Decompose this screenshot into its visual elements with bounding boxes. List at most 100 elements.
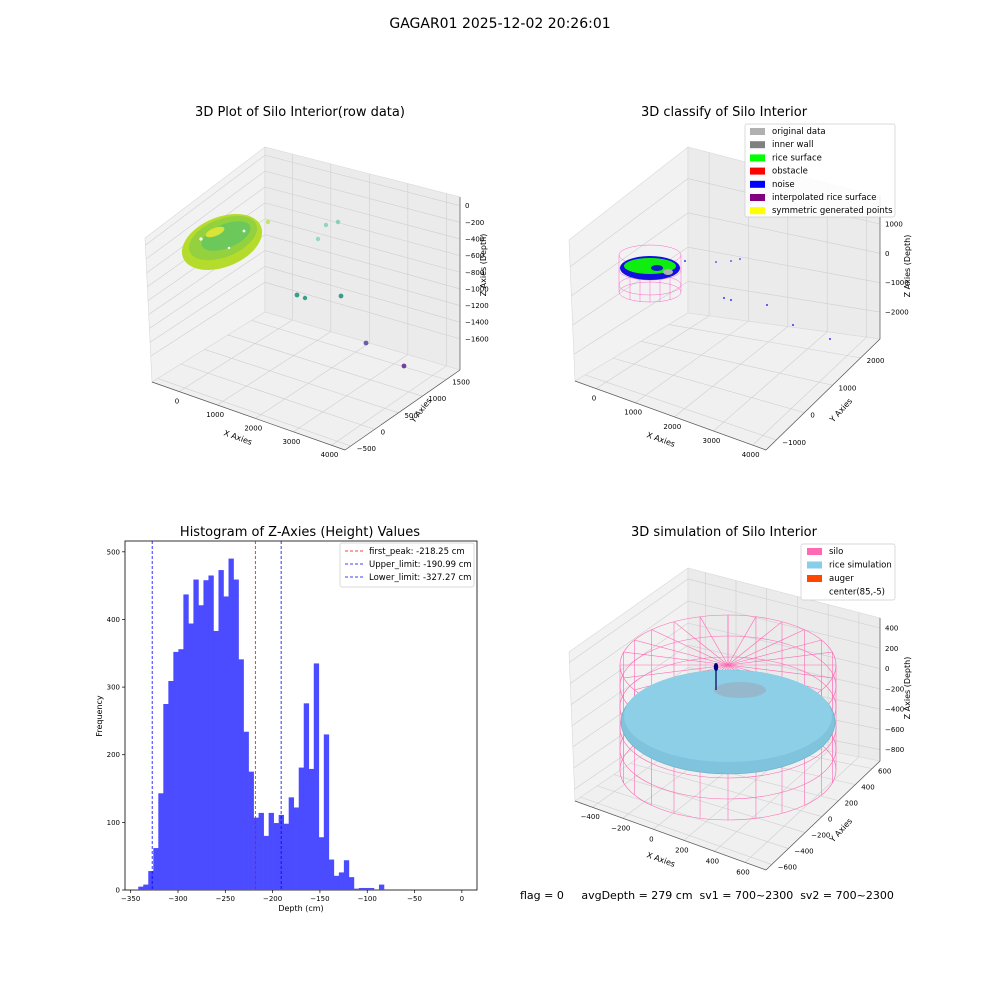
- panel4-legend: silo rice simulation auger center(85,-5): [800, 543, 896, 601]
- panel1-z-tick-label: −200: [465, 219, 484, 227]
- panel2-legend-swatch: [750, 207, 765, 215]
- panel4-z-label: Z Axies (Depth): [903, 657, 912, 720]
- panel2-x-tick-label: 2000: [663, 423, 681, 431]
- panel2-legend-label: inner wall: [772, 140, 813, 150]
- panel1-y-tick-label: 0: [381, 428, 385, 436]
- panel2-x-tick-label: 3000: [703, 437, 721, 445]
- panel2-y-label: Y Axies: [827, 397, 854, 425]
- panel2-z-label: Z Axies (Depth): [903, 235, 912, 298]
- panel2-obstacle-region: [651, 265, 663, 271]
- histogram-bar: [273, 823, 279, 890]
- panel3-legend-box: [339, 542, 475, 588]
- panel3-legend: first_peak: -218.25 cm Upper_limit: -190.…: [339, 542, 475, 588]
- panel4-y-tick-label: −200: [811, 832, 830, 840]
- panel1-z-label: Z Axies (Depth): [479, 234, 488, 297]
- panel2-y-tick-label: 0: [810, 412, 814, 420]
- histogram-bar: [208, 575, 214, 890]
- panel1-cloud-gap: [242, 229, 246, 233]
- panel1-ticks: 0 1000 2000 3000 4000 −500 0 500 1000 1500 0 −200 −4…: [175, 202, 489, 459]
- histogram-bar: [248, 771, 254, 890]
- panel2-z-tick-label: 1000: [885, 220, 903, 228]
- panel4-z-tick-label: 0: [885, 665, 889, 673]
- panel1-outlier-point: [302, 295, 308, 301]
- panel1-outlier-points: [265, 219, 407, 369]
- panel1-grid: [145, 154, 461, 447]
- histogram-bar: [313, 663, 320, 890]
- panel1-x-axis-line: [151, 381, 346, 451]
- panel2-rice-surface: [624, 258, 676, 274]
- histogram-bar: [263, 835, 269, 890]
- status-line: flag = 0 avgDepth = 279 cm sv1 = 700~230…: [520, 889, 894, 902]
- panel1-x-tick-label: 1000: [206, 411, 224, 419]
- panel1-x-tick-label: 3000: [282, 438, 300, 446]
- panel1-y-tick-label: 500: [404, 412, 417, 420]
- panel1-x-tick-label: 0: [175, 398, 179, 406]
- panel1-z-tick-label: −1200: [465, 302, 489, 310]
- panel2-title: 3D classify of Silo Interior: [641, 105, 808, 120]
- panel4-y-tick-label: 0: [828, 816, 832, 824]
- panel4-y-tick-label: 200: [845, 800, 858, 808]
- panel4-legend-swatch: [807, 575, 822, 582]
- panel3-y-label: Frequency: [95, 695, 104, 737]
- histogram-bar: [153, 848, 159, 890]
- histogram-y-tick-label: 0: [116, 887, 120, 895]
- panel3-x-label: Depth (cm): [278, 904, 323, 913]
- panel4-y-tick-label: −600: [778, 864, 797, 872]
- panel1-point-cloud: [181, 213, 263, 271]
- histogram-bar: [143, 884, 149, 890]
- panel4-x-tick-label: 400: [706, 857, 719, 865]
- panel2-legend-swatch: [750, 167, 765, 175]
- panel1-outlier-point: [315, 236, 321, 242]
- panel2-legend-label: interpolated rice surface: [772, 193, 877, 203]
- histogram-bar: [233, 579, 239, 890]
- histogram-bar: [213, 630, 219, 890]
- panel3-bars: [138, 558, 385, 890]
- panel1-z-tick-label: 0: [465, 202, 469, 210]
- histogram-bar: [173, 651, 179, 890]
- panel1-y-axis-line: [344, 369, 461, 451]
- panel-histogram: Histogram of Z-Axies (Height) Values −35…: [95, 525, 478, 913]
- panel4-y-tick-label: 400: [861, 784, 874, 792]
- panel1-y-tick-label: 1500: [452, 379, 470, 387]
- histogram-bar: [148, 871, 154, 890]
- histogram-bar: [218, 570, 224, 890]
- panel1-cloud-inner: [201, 221, 251, 251]
- panel2-x-axis-line: [574, 380, 767, 451]
- panel2-y-tick-label: 2000: [867, 357, 885, 365]
- histogram-bar: [353, 888, 360, 890]
- histogram-x-tick-label: 0: [460, 895, 464, 903]
- panel1-outlier-point: [294, 292, 300, 298]
- panel2-legend-label: obstacle: [772, 167, 808, 177]
- histogram-bar: [283, 823, 289, 890]
- panel-simulation-3d: 3D simulation of Silo Interior −400 −200 0…: [568, 525, 912, 876]
- panel2-x-tick-label: 1000: [624, 409, 642, 417]
- histogram-x-tick-label: −350: [121, 895, 140, 903]
- panel2-legend-box: [744, 123, 896, 218]
- panel3-title: Histogram of Z-Axies (Height) Values: [180, 525, 420, 540]
- histogram-bar: [323, 734, 330, 890]
- histogram-x-tick-label: −50: [407, 895, 422, 903]
- histogram-legend-label: first_peak: -218.25 cm: [369, 547, 465, 557]
- panel2-y-axis-line: [765, 338, 881, 451]
- histogram-bar: [228, 558, 234, 890]
- panel1-outlier-point: [335, 219, 341, 225]
- panel4-y-tick-label: 600: [878, 768, 891, 776]
- histogram-bar: [378, 884, 385, 890]
- histogram-bar: [348, 877, 355, 890]
- histogram-bar: [338, 872, 345, 890]
- panel1-title: 3D Plot of Silo Interior(row data): [195, 105, 405, 120]
- histogram-y-tick-label: 500: [107, 548, 120, 556]
- panel4-auger-head: [713, 663, 719, 671]
- panel4-legend-label: auger: [829, 574, 854, 584]
- panel1-outlier-point: [323, 222, 329, 228]
- panel4-rice-top: [624, 670, 832, 762]
- histogram-x-tick-label: −300: [168, 895, 187, 903]
- panel2-noise-points: [684, 258, 831, 340]
- histogram-bar: [158, 793, 164, 890]
- panel4-legend-box: [800, 543, 896, 601]
- panel4-legend-swatch: [807, 548, 822, 555]
- histogram-bar: [138, 886, 144, 890]
- panel2-original-data-region: [663, 269, 673, 275]
- panel1-z-tick-label: −1000: [465, 285, 489, 293]
- panel1-z-tick-label: −800: [465, 269, 484, 277]
